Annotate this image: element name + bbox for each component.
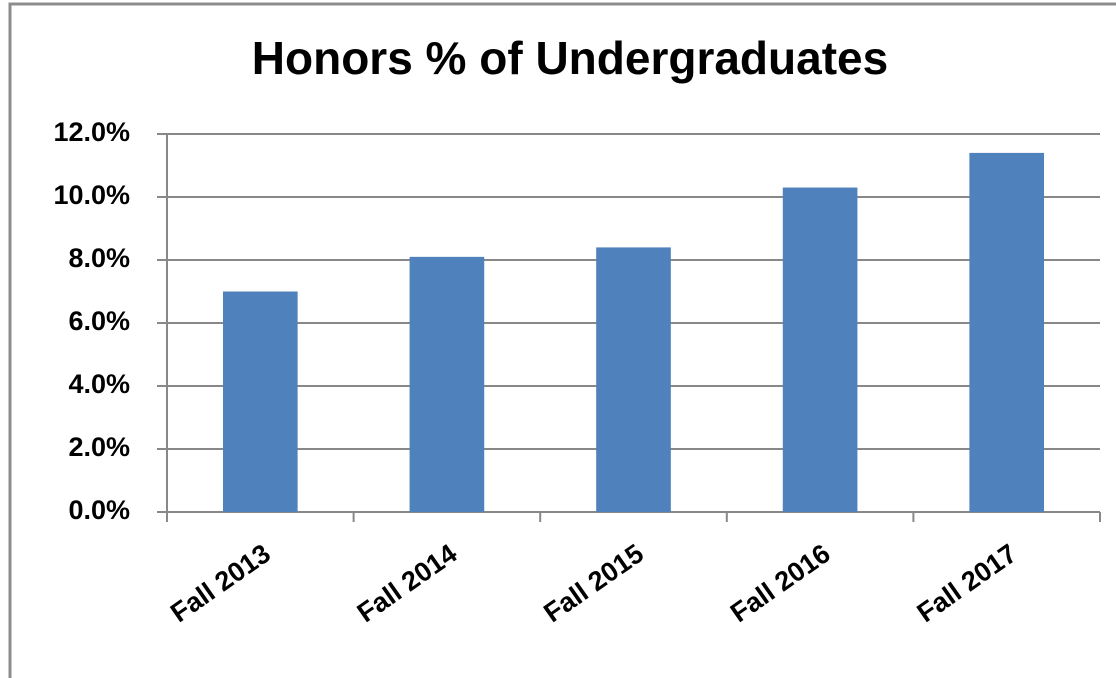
bar	[409, 256, 485, 512]
bar	[222, 291, 298, 512]
y-tick-label: 6.0%	[68, 306, 130, 336]
y-tick-label: 10.0%	[53, 180, 130, 210]
y-tick-label: 2.0%	[68, 432, 130, 462]
y-tick-label: 8.0%	[68, 243, 130, 273]
y-tick-label: 12.0%	[53, 117, 130, 147]
y-tick-label: 4.0%	[68, 369, 130, 399]
y-tick-label: 0.0%	[68, 495, 130, 525]
bar	[782, 187, 858, 513]
bar	[596, 247, 671, 512]
chart-frame	[8, 2, 1116, 678]
chart-title: Honors % of Undergraduates	[252, 32, 888, 84]
bar	[969, 152, 1045, 512]
